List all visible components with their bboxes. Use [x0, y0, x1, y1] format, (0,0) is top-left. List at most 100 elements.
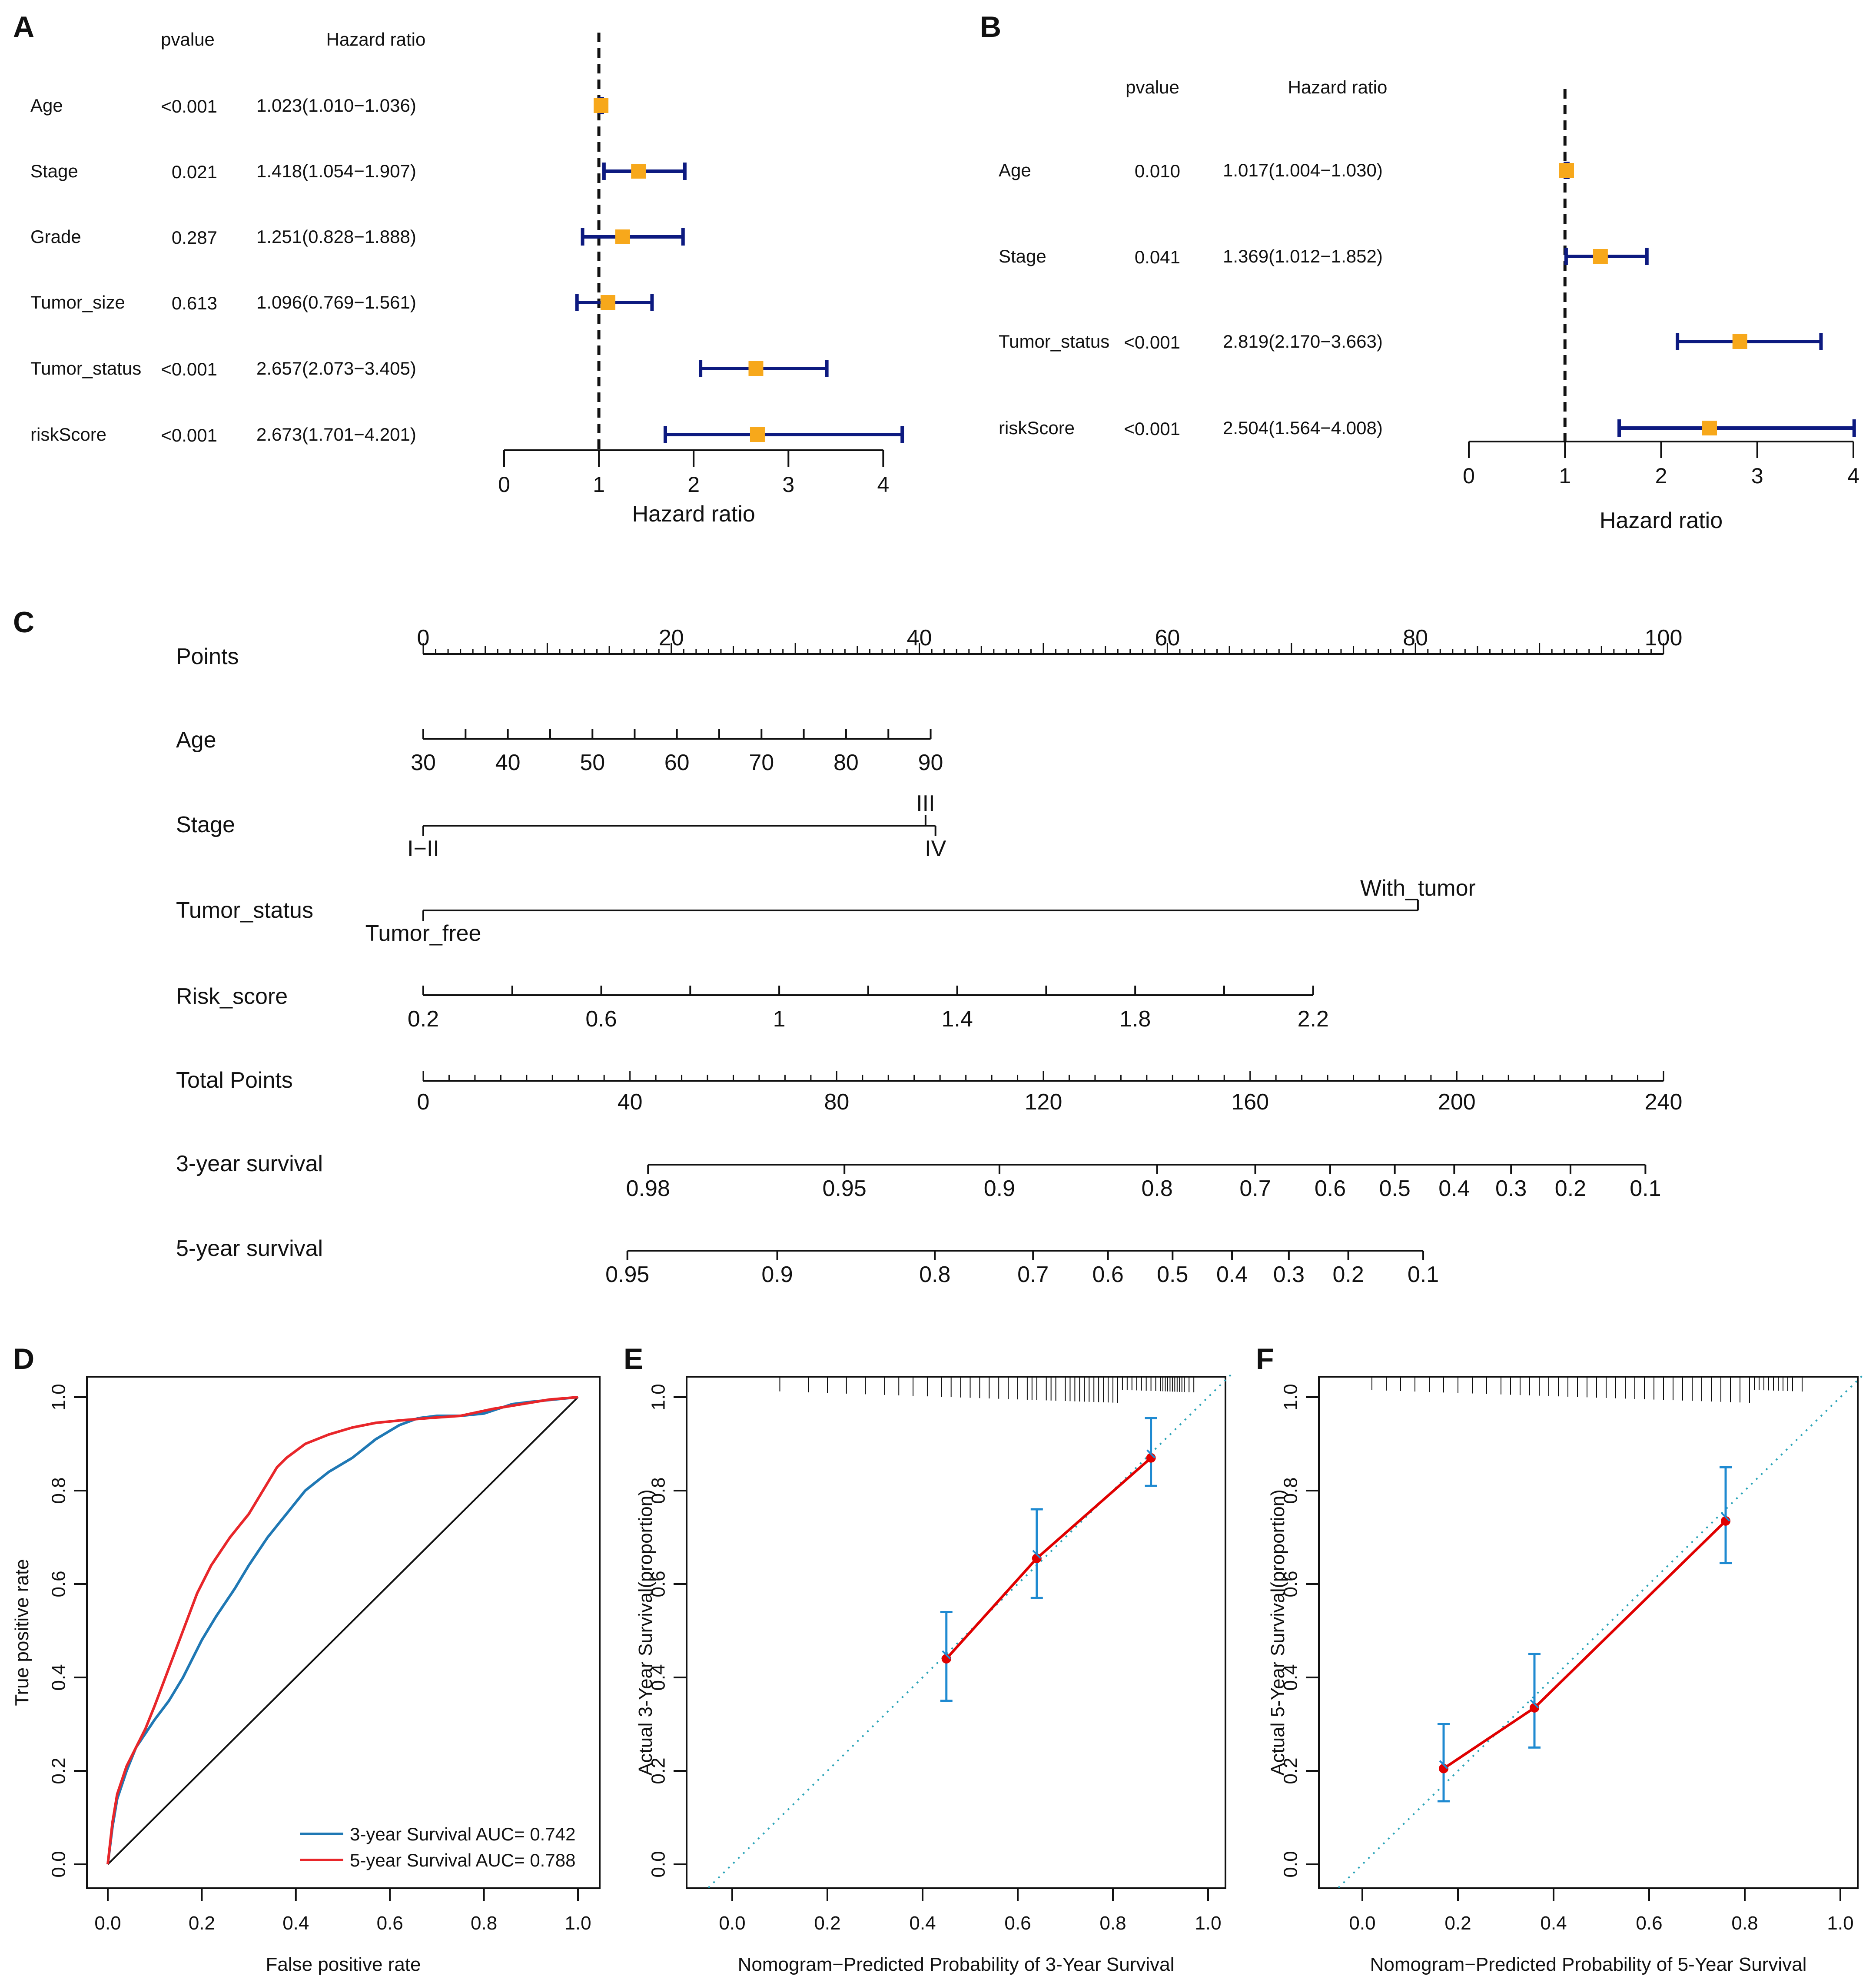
survival-tick-label: 0.95	[823, 1176, 867, 1201]
panel-label-d: D	[13, 1342, 34, 1375]
y-tick-label: 0.4	[48, 1664, 70, 1690]
calibration-cross	[1146, 1449, 1156, 1459]
scale-tick-label: 70	[749, 750, 774, 775]
row-label: Tumor_status	[30, 358, 141, 379]
points-tick-label: 100	[1645, 625, 1683, 651]
calibration-cross	[1530, 1699, 1539, 1709]
total-points-tick-label: 240	[1645, 1089, 1683, 1115]
x-tick-label: 0.2	[1444, 1913, 1471, 1934]
scale-tick-label: 50	[580, 750, 605, 775]
row-pvalue: <0.001	[161, 425, 217, 445]
x-tick-label: 1	[1559, 464, 1571, 488]
calibration-cross	[1032, 1550, 1042, 1559]
x-tick-label: 0.6	[1636, 1913, 1662, 1934]
hazard-ratio-marker	[615, 229, 630, 244]
y-axis-label: True positive rate	[11, 1559, 33, 1706]
survival-tick-label: 0.7	[1017, 1262, 1049, 1287]
scale-tick-label: 60	[664, 750, 690, 775]
hazard-ratio-marker	[631, 164, 646, 179]
y-tick-label: 0.2	[1280, 1757, 1302, 1784]
survival-tick-label: 0.95	[605, 1262, 649, 1287]
row-hazard-ratio: 2.673(1.701−4.201)	[256, 424, 416, 445]
x-axis-label: False positive rate	[266, 1954, 421, 1975]
row-hazard-ratio: 2.819(2.170−3.663)	[1223, 331, 1383, 352]
x-tick-label: 0.0	[719, 1913, 745, 1934]
x-tick-label: 0.2	[189, 1913, 215, 1934]
calibration-cross	[1439, 1760, 1448, 1770]
survival-tick-label: 0.4	[1438, 1176, 1470, 1201]
col-header-hazard-ratio: Hazard ratio	[1288, 77, 1388, 97]
x-tick-label: 1	[593, 472, 605, 497]
scale-tick-label: 1.4	[941, 1006, 973, 1032]
row-hazard-ratio: 2.657(2.073−3.405)	[256, 358, 416, 379]
nomogram-row-label: 5-year survival	[176, 1236, 323, 1261]
y-tick-label: 0.4	[648, 1664, 669, 1690]
points-tick-label: 20	[659, 625, 684, 651]
survival-tick-label: 0.8	[1141, 1176, 1172, 1201]
scale-tick-label: 0.6	[585, 1006, 617, 1032]
ideal-diagonal	[1338, 1373, 1865, 1889]
legend-label: 5-year Survival AUC= 0.788	[350, 1850, 575, 1870]
x-tick-label: 0.6	[1004, 1913, 1031, 1934]
y-tick-label: 0.6	[48, 1571, 70, 1597]
x-tick-label: 3	[1751, 464, 1763, 488]
x-tick-label: 0.8	[471, 1913, 497, 1934]
x-axis-label: Hazard ratio	[632, 501, 755, 527]
plot-frame	[86, 1376, 601, 1889]
hazard-ratio-marker	[750, 427, 765, 442]
row-label: Tumor_size	[30, 292, 125, 312]
points-tick-label: 0	[417, 625, 430, 651]
categorical-tick-label: Tumor_free	[365, 921, 481, 946]
x-tick-label: 4	[877, 472, 889, 497]
points-tick-label: 80	[1403, 625, 1428, 651]
row-pvalue: 0.010	[1135, 161, 1180, 181]
x-tick-label: 0.8	[1731, 1913, 1758, 1934]
categorical-tick-label: III	[916, 791, 935, 816]
row-hazard-ratio: 1.251(0.828−1.888)	[256, 226, 416, 247]
points-tick-label: 60	[1155, 625, 1180, 651]
y-tick-label: 0.0	[648, 1851, 669, 1877]
row-pvalue: <0.001	[1124, 418, 1180, 439]
survival-tick-label: 0.9	[761, 1262, 793, 1287]
scale-tick-label: 2.2	[1298, 1006, 1329, 1032]
row-label: riskScore	[30, 424, 106, 445]
row-label: riskScore	[999, 418, 1075, 438]
row-label: Tumor_status	[999, 331, 1109, 352]
plot-frame	[686, 1376, 1226, 1889]
nomogram-row-label: Stage	[176, 812, 235, 837]
calibration-line	[945, 1457, 1152, 1660]
x-tick-label: 0.0	[94, 1913, 121, 1934]
y-tick-label: 0.0	[1280, 1851, 1302, 1877]
hazard-ratio-marker	[1559, 163, 1574, 178]
nomogram-row-label: Risk_score	[176, 984, 288, 1009]
survival-tick-label: 0.6	[1092, 1262, 1123, 1287]
nomogram-row-label: 3-year survival	[176, 1151, 323, 1176]
y-tick-label: 0.8	[648, 1477, 669, 1504]
x-axis-label: Hazard ratio	[1600, 508, 1723, 533]
x-tick-label: 0.0	[1349, 1913, 1375, 1934]
x-tick-label: 1.0	[1827, 1913, 1853, 1934]
row-label: Stage	[30, 161, 78, 181]
row-hazard-ratio: 1.369(1.012−1.852)	[1223, 246, 1383, 266]
x-axis-label: Nomogram−Predicted Probability of 3-Year…	[738, 1954, 1175, 1975]
scale-tick-label: 40	[495, 750, 521, 775]
survival-tick-label: 0.5	[1157, 1262, 1188, 1287]
total-points-tick-label: 200	[1438, 1089, 1476, 1115]
hazard-ratio-marker	[1702, 421, 1717, 435]
col-header-hazard-ratio: Hazard ratio	[326, 29, 426, 50]
y-tick-label: 1.0	[1280, 1384, 1302, 1410]
hazard-ratio-marker	[1732, 334, 1747, 349]
y-tick-label: 1.0	[48, 1384, 70, 1410]
row-label: Grade	[30, 226, 81, 247]
roc-curve-5-year	[106, 1396, 578, 1865]
x-tick-label: 0.4	[909, 1913, 936, 1934]
x-axis-label: Nomogram−Predicted Probability of 5-Year…	[1370, 1954, 1807, 1975]
row-hazard-ratio: 1.023(1.010−1.036)	[256, 95, 416, 116]
row-hazard-ratio: 1.096(0.769−1.561)	[256, 292, 416, 312]
nomogram-row-label: Tumor_status	[176, 898, 313, 923]
y-axis-label: Actual 3-Year Survival(proportion)	[635, 1489, 656, 1776]
col-header-pvalue: pvalue	[161, 29, 215, 50]
row-label: Age	[30, 95, 63, 116]
row-pvalue: 0.041	[1135, 247, 1180, 267]
survival-tick-label: 0.9	[984, 1176, 1015, 1201]
